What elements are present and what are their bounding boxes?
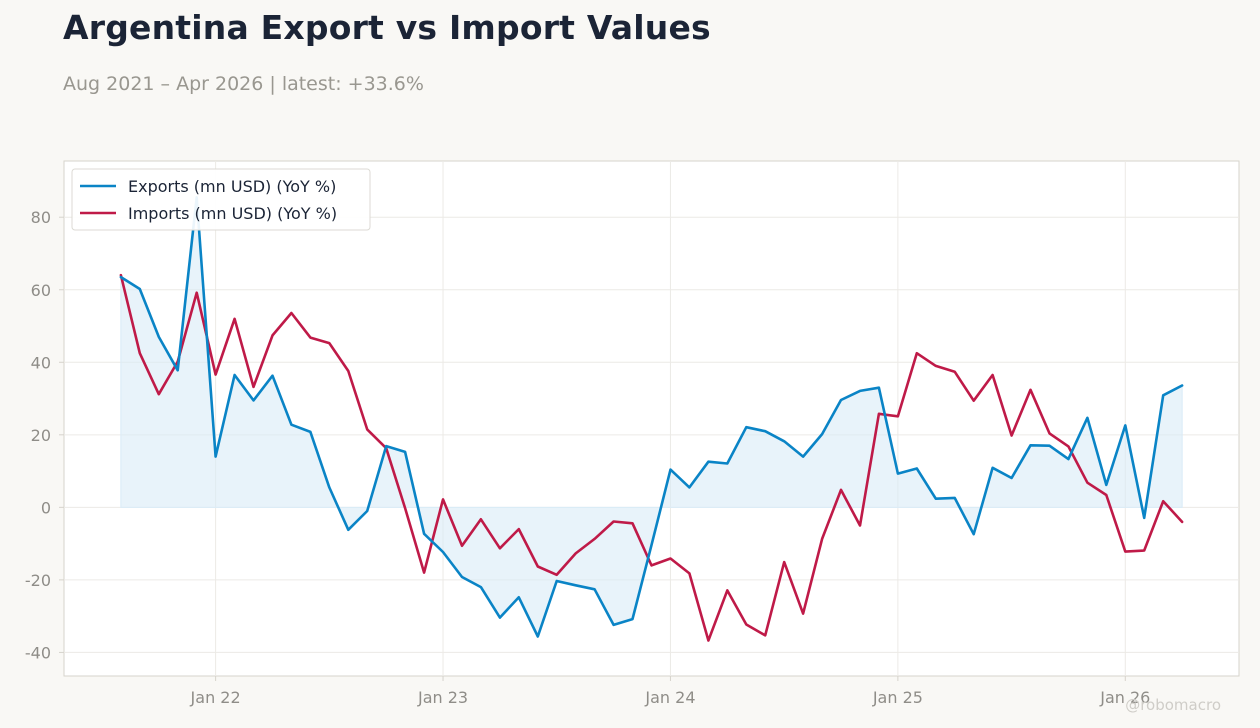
x-tick-label: Jan 25 [872,688,923,707]
y-tick-label: 80 [31,208,51,227]
legend-item-exports-label: Exports (mn USD) (YoY %) [128,177,336,196]
y-tick-label: 40 [31,353,51,372]
chart-title: Argentina Export vs Import Values [63,8,711,47]
y-tick-label: -20 [25,571,51,590]
imports-line [119,273,1184,642]
y-tick-label: 20 [31,426,51,445]
x-tick-label: Jan 24 [644,688,695,707]
legend-box [71,168,371,231]
x-tick-label: Jan 26 [1099,688,1150,707]
y-tick-label: -40 [25,643,51,662]
watermark-text: @robomacro [1125,696,1221,714]
legend-item-imports-label: Imports (mn USD) (YoY %) [128,204,337,223]
axes: -40 -20 0 20 40 60 80 Jan 22 Jan 23 Jan 24 Jan 25 J… [25,208,1150,707]
exports-line [119,196,1184,638]
x-tick-label: Jan 23 [417,688,468,707]
series-lines [119,196,1184,642]
x-tick-label: Jan 22 [190,688,241,707]
y-tick-label: 60 [31,281,51,300]
legend: Exports (mn USD) (YoY %) Imports (mn USD)… [71,168,371,231]
chart-subtitle: Aug 2021 – Apr 2026 | latest: +33.6% [63,73,424,95]
y-tick-label: 0 [41,498,51,517]
